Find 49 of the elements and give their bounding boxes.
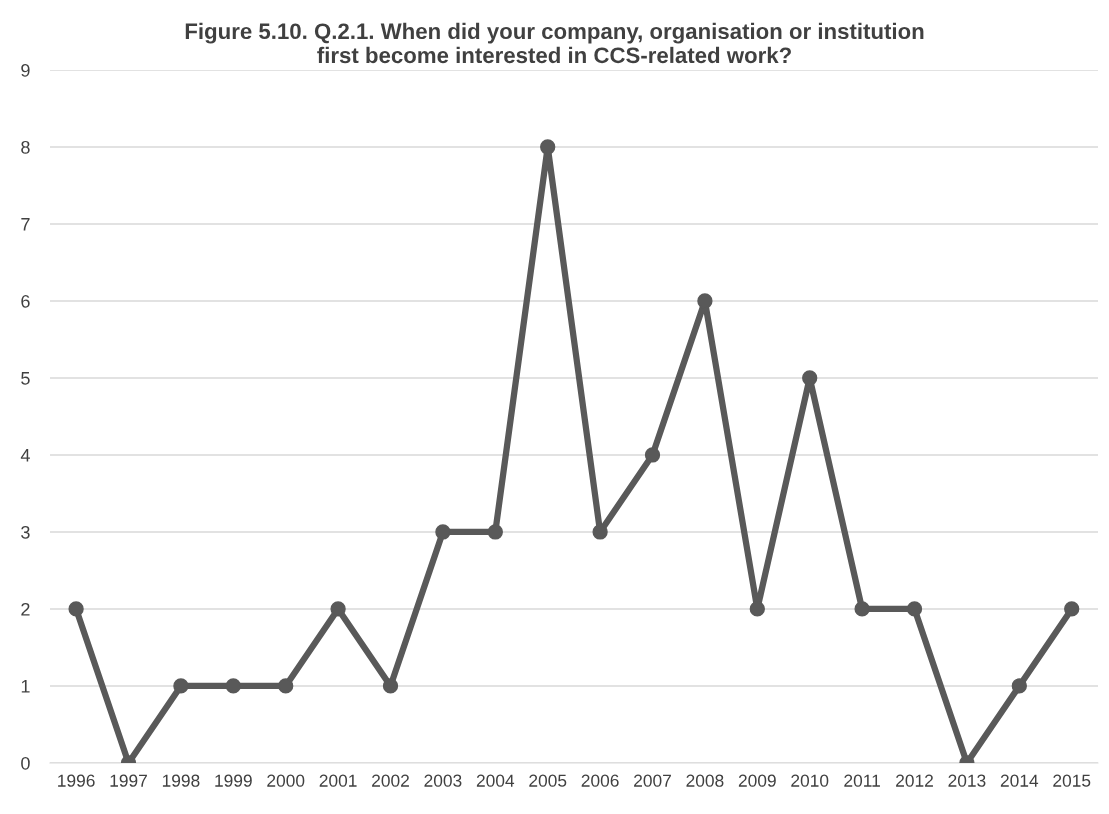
point [592,524,608,540]
x-tick-label: 1998 [162,774,200,787]
x-tick-label: 2008 [686,774,724,787]
y-tick-label: 5 [21,372,30,385]
point [487,524,503,540]
x-tick-label: 2013 [948,774,986,787]
y-tick-label: 3 [21,525,30,539]
point [173,678,189,694]
x-tick-label: 2006 [581,774,619,787]
x-tick-label: 2002 [372,774,409,787]
y-tick-label: 4 [20,449,30,462]
point [697,293,713,309]
point [278,678,294,694]
chart-title: Figure 5.10. Q.2.1. When did your company, organisation or institution first become interested in CCS-related work? [185,22,924,64]
y-tick-label: 0 [21,756,30,770]
y-tick-label: 2 [21,602,30,616]
point [854,601,870,617]
point [382,678,399,694]
point [749,601,765,617]
y-tick-label: 8 [21,140,30,154]
y-tick-label: 1 [21,680,30,693]
point [1011,678,1027,694]
point [802,370,818,386]
x-tick-label: 2005 [529,774,567,787]
x-tick-label: 2000 [267,774,305,787]
y-tick-label: 9 [21,63,30,77]
point [906,601,923,617]
y-tick-label: 7 [21,218,30,231]
x-tick-label: 2012 [896,774,933,787]
x-tick-label: 1997 [110,774,147,787]
point [644,447,661,463]
x-tick-label: 2011 [844,774,880,787]
point [68,601,84,617]
x-tick-label: 2014 [1000,774,1039,787]
x-tick-label: 2015 [1053,774,1091,787]
point [435,524,451,540]
x-tick-label: 1999 [215,774,252,787]
point [330,601,346,617]
x-tick-label: 2009 [738,774,776,787]
x-tick-label: 2004 [476,774,515,787]
x-tick-label: 2001 [319,774,357,787]
x-tick-label: 2007 [634,774,671,787]
y-tick-label: 6 [21,294,30,308]
point [540,139,556,155]
x-tick-label: 2003 [424,774,462,787]
x-tick-label: 2010 [791,774,829,787]
x-tick-label: 1996 [58,774,95,787]
point [1064,601,1080,617]
point [225,678,241,694]
